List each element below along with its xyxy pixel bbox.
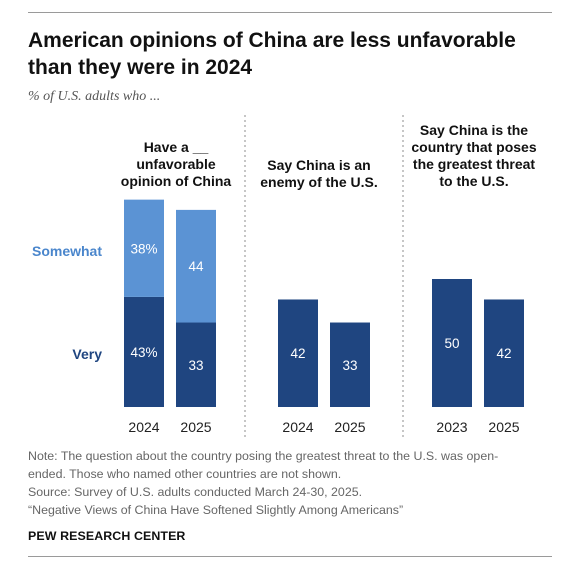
panel-title-line: Say China is the — [420, 122, 528, 138]
data-label: 38% — [130, 241, 157, 256]
chart-notes: Note: The question about the country pos… — [28, 447, 558, 519]
bottom-rule — [28, 556, 552, 557]
bar — [330, 322, 370, 407]
bar — [278, 299, 318, 407]
x-tick-label: 2025 — [334, 419, 365, 435]
panel-title-line: enemy of the U.S. — [260, 174, 377, 190]
x-tick-label: 2025 — [180, 419, 211, 435]
data-label: 33 — [342, 358, 357, 373]
bar — [432, 279, 472, 407]
brand-logo-text: PEW RESEARCH CENTER — [28, 529, 186, 543]
report-title-line: “Negative Views of China Have Softened S… — [28, 503, 404, 517]
row-label-very: Very — [72, 346, 102, 362]
bar-very — [176, 322, 216, 407]
source-line: Source: Survey of U.S. adults conducted … — [28, 485, 363, 499]
data-label: 42 — [496, 346, 511, 361]
x-tick-label: 2024 — [128, 419, 159, 435]
chart-title: American opinions of China are less unfa… — [28, 29, 516, 79]
panel-title-line: country that poses — [411, 139, 536, 155]
x-tick-label: 2025 — [488, 419, 519, 435]
bar-somewhat — [176, 209, 216, 323]
data-label: 42 — [290, 346, 305, 361]
panel-title-line: unfavorable — [136, 156, 216, 172]
data-label: 50 — [444, 336, 459, 351]
panel-title-line: the greatest threat — [413, 156, 535, 172]
row-label-somewhat: Somewhat — [32, 243, 102, 259]
note-line: Note: The question about the country pos… — [28, 449, 499, 463]
note-line: ended. Those who named other countries a… — [28, 467, 342, 481]
panel-title-line: opinion of China — [121, 173, 232, 189]
x-tick-label: 2024 — [282, 419, 313, 435]
bar — [484, 299, 524, 407]
bar-somewhat — [124, 199, 164, 297]
panel-title-line: Have a __ — [144, 139, 209, 155]
x-tick-label: 2023 — [436, 419, 467, 435]
data-label: 43% — [130, 345, 157, 360]
data-label: 33 — [188, 358, 203, 373]
panel-title-line: Say China is an — [267, 157, 370, 173]
panel-title-line: to the U.S. — [439, 173, 508, 189]
top-rule — [28, 12, 552, 13]
data-label: 44 — [188, 259, 204, 274]
chart-canvas: Somewhat Very Have a __unfavorableopinio… — [32, 115, 537, 437]
bar-very — [124, 296, 164, 407]
chart-subtitle: % of U.S. adults who ... — [28, 89, 161, 104]
